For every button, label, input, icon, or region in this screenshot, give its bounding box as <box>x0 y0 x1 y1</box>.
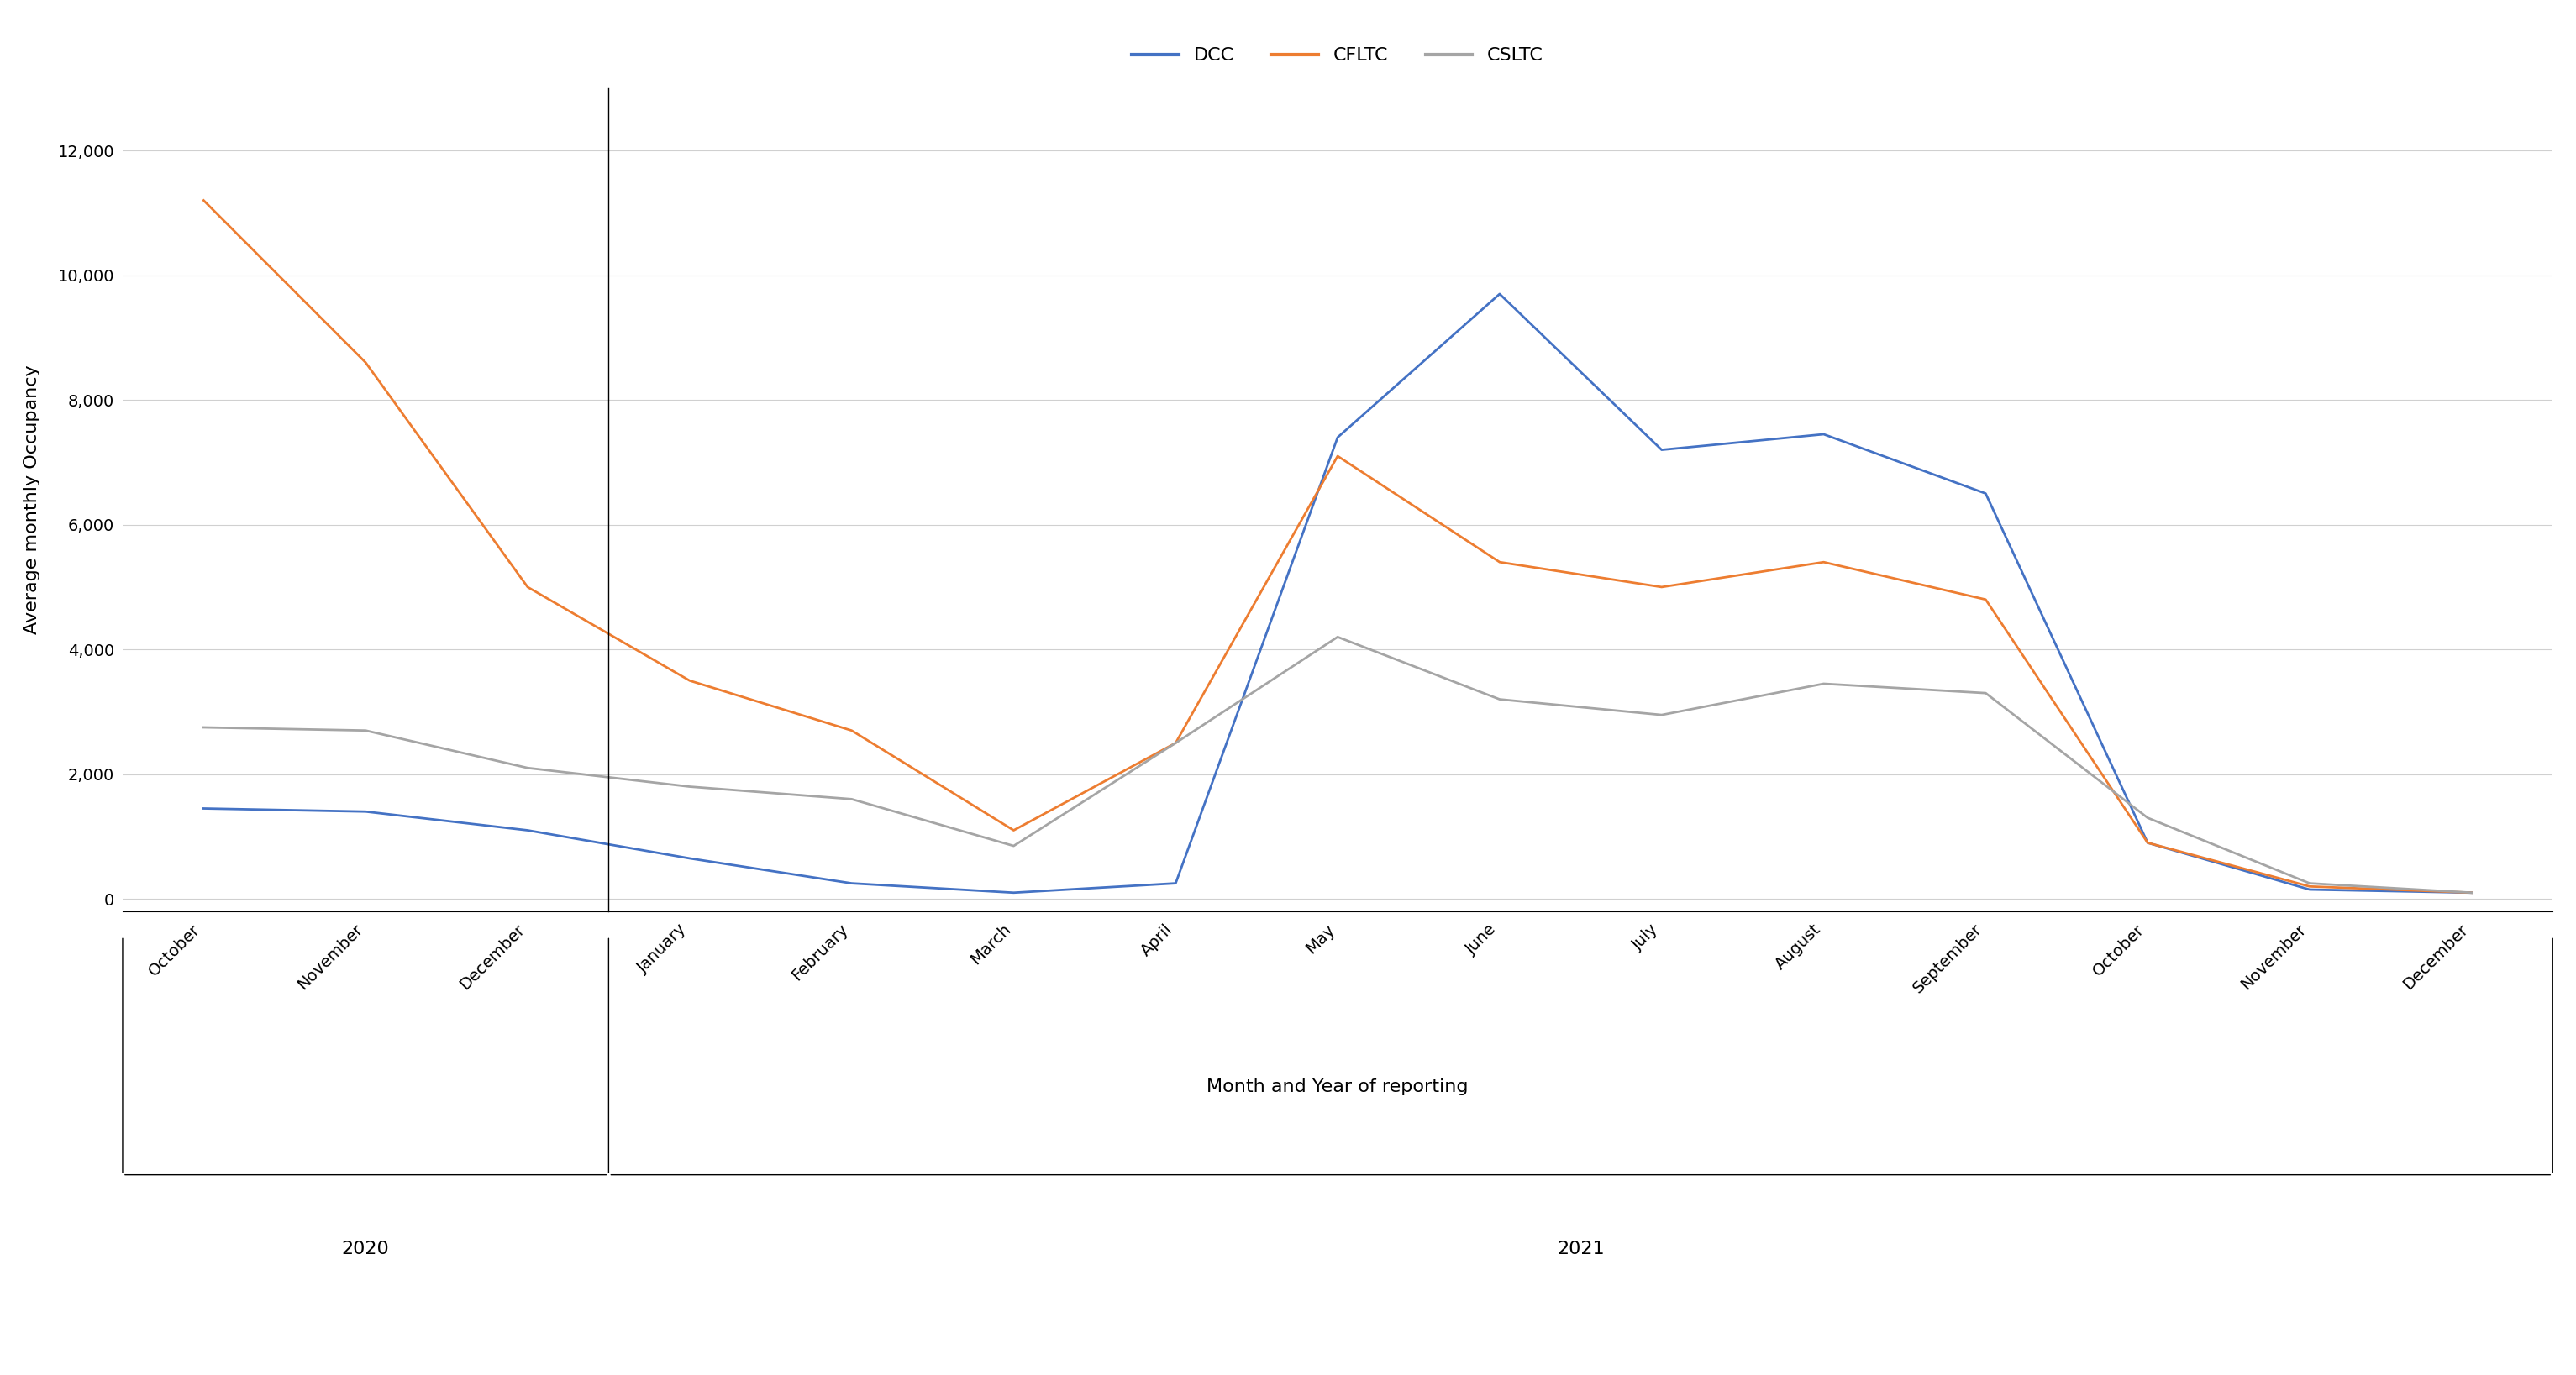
CSLTC <box>2295 874 2326 891</box>
DCC <box>350 803 381 819</box>
CSLTC <box>2133 810 2164 826</box>
CFLTC <box>188 193 219 209</box>
CSLTC <box>2455 884 2486 901</box>
DCC <box>837 874 868 891</box>
CFLTC <box>837 722 868 738</box>
DCC <box>2455 884 2486 901</box>
DCC <box>2133 835 2164 851</box>
DCC <box>1321 429 1352 446</box>
Y-axis label: Average monthly Occupancy: Average monthly Occupancy <box>23 366 41 634</box>
CFLTC <box>1159 734 1190 751</box>
DCC <box>2295 881 2326 898</box>
CSLTC <box>1808 675 1839 692</box>
CSLTC <box>1159 734 1190 751</box>
CFLTC <box>350 355 381 371</box>
CFLTC <box>513 579 544 595</box>
CSLTC <box>513 759 544 775</box>
DCC <box>1646 441 1677 458</box>
CSLTC <box>997 837 1028 854</box>
CSLTC <box>1484 692 1515 708</box>
DCC <box>1808 426 1839 443</box>
CFLTC <box>2455 884 2486 901</box>
CSLTC <box>1646 707 1677 723</box>
DCC <box>1971 485 2002 502</box>
CSLTC <box>1321 628 1352 645</box>
DCC <box>1159 874 1190 891</box>
Line: CSLTC: CSLTC <box>204 637 2470 892</box>
DCC <box>1484 286 1515 302</box>
Line: CFLTC: CFLTC <box>204 201 2470 892</box>
Legend: DCC, CFLTC, CSLTC: DCC, CFLTC, CSLTC <box>1126 40 1551 71</box>
CSLTC <box>675 778 706 795</box>
CSLTC <box>837 791 868 807</box>
CFLTC <box>997 822 1028 839</box>
CSLTC <box>350 722 381 738</box>
Line: DCC: DCC <box>204 294 2470 892</box>
DCC <box>675 850 706 866</box>
Text: 2021: 2021 <box>1556 1240 1605 1258</box>
CFLTC <box>1971 591 2002 608</box>
X-axis label: Month and Year of reporting: Month and Year of reporting <box>1206 1078 1468 1094</box>
CSLTC <box>1971 685 2002 701</box>
CFLTC <box>1808 554 1839 571</box>
CFLTC <box>675 672 706 689</box>
CFLTC <box>2133 835 2164 851</box>
DCC <box>188 800 219 817</box>
Text: 2020: 2020 <box>343 1240 389 1258</box>
CFLTC <box>1321 448 1352 465</box>
CSLTC <box>188 719 219 736</box>
CFLTC <box>1484 554 1515 571</box>
CFLTC <box>1646 579 1677 595</box>
DCC <box>513 822 544 839</box>
DCC <box>997 884 1028 901</box>
CFLTC <box>2295 879 2326 895</box>
